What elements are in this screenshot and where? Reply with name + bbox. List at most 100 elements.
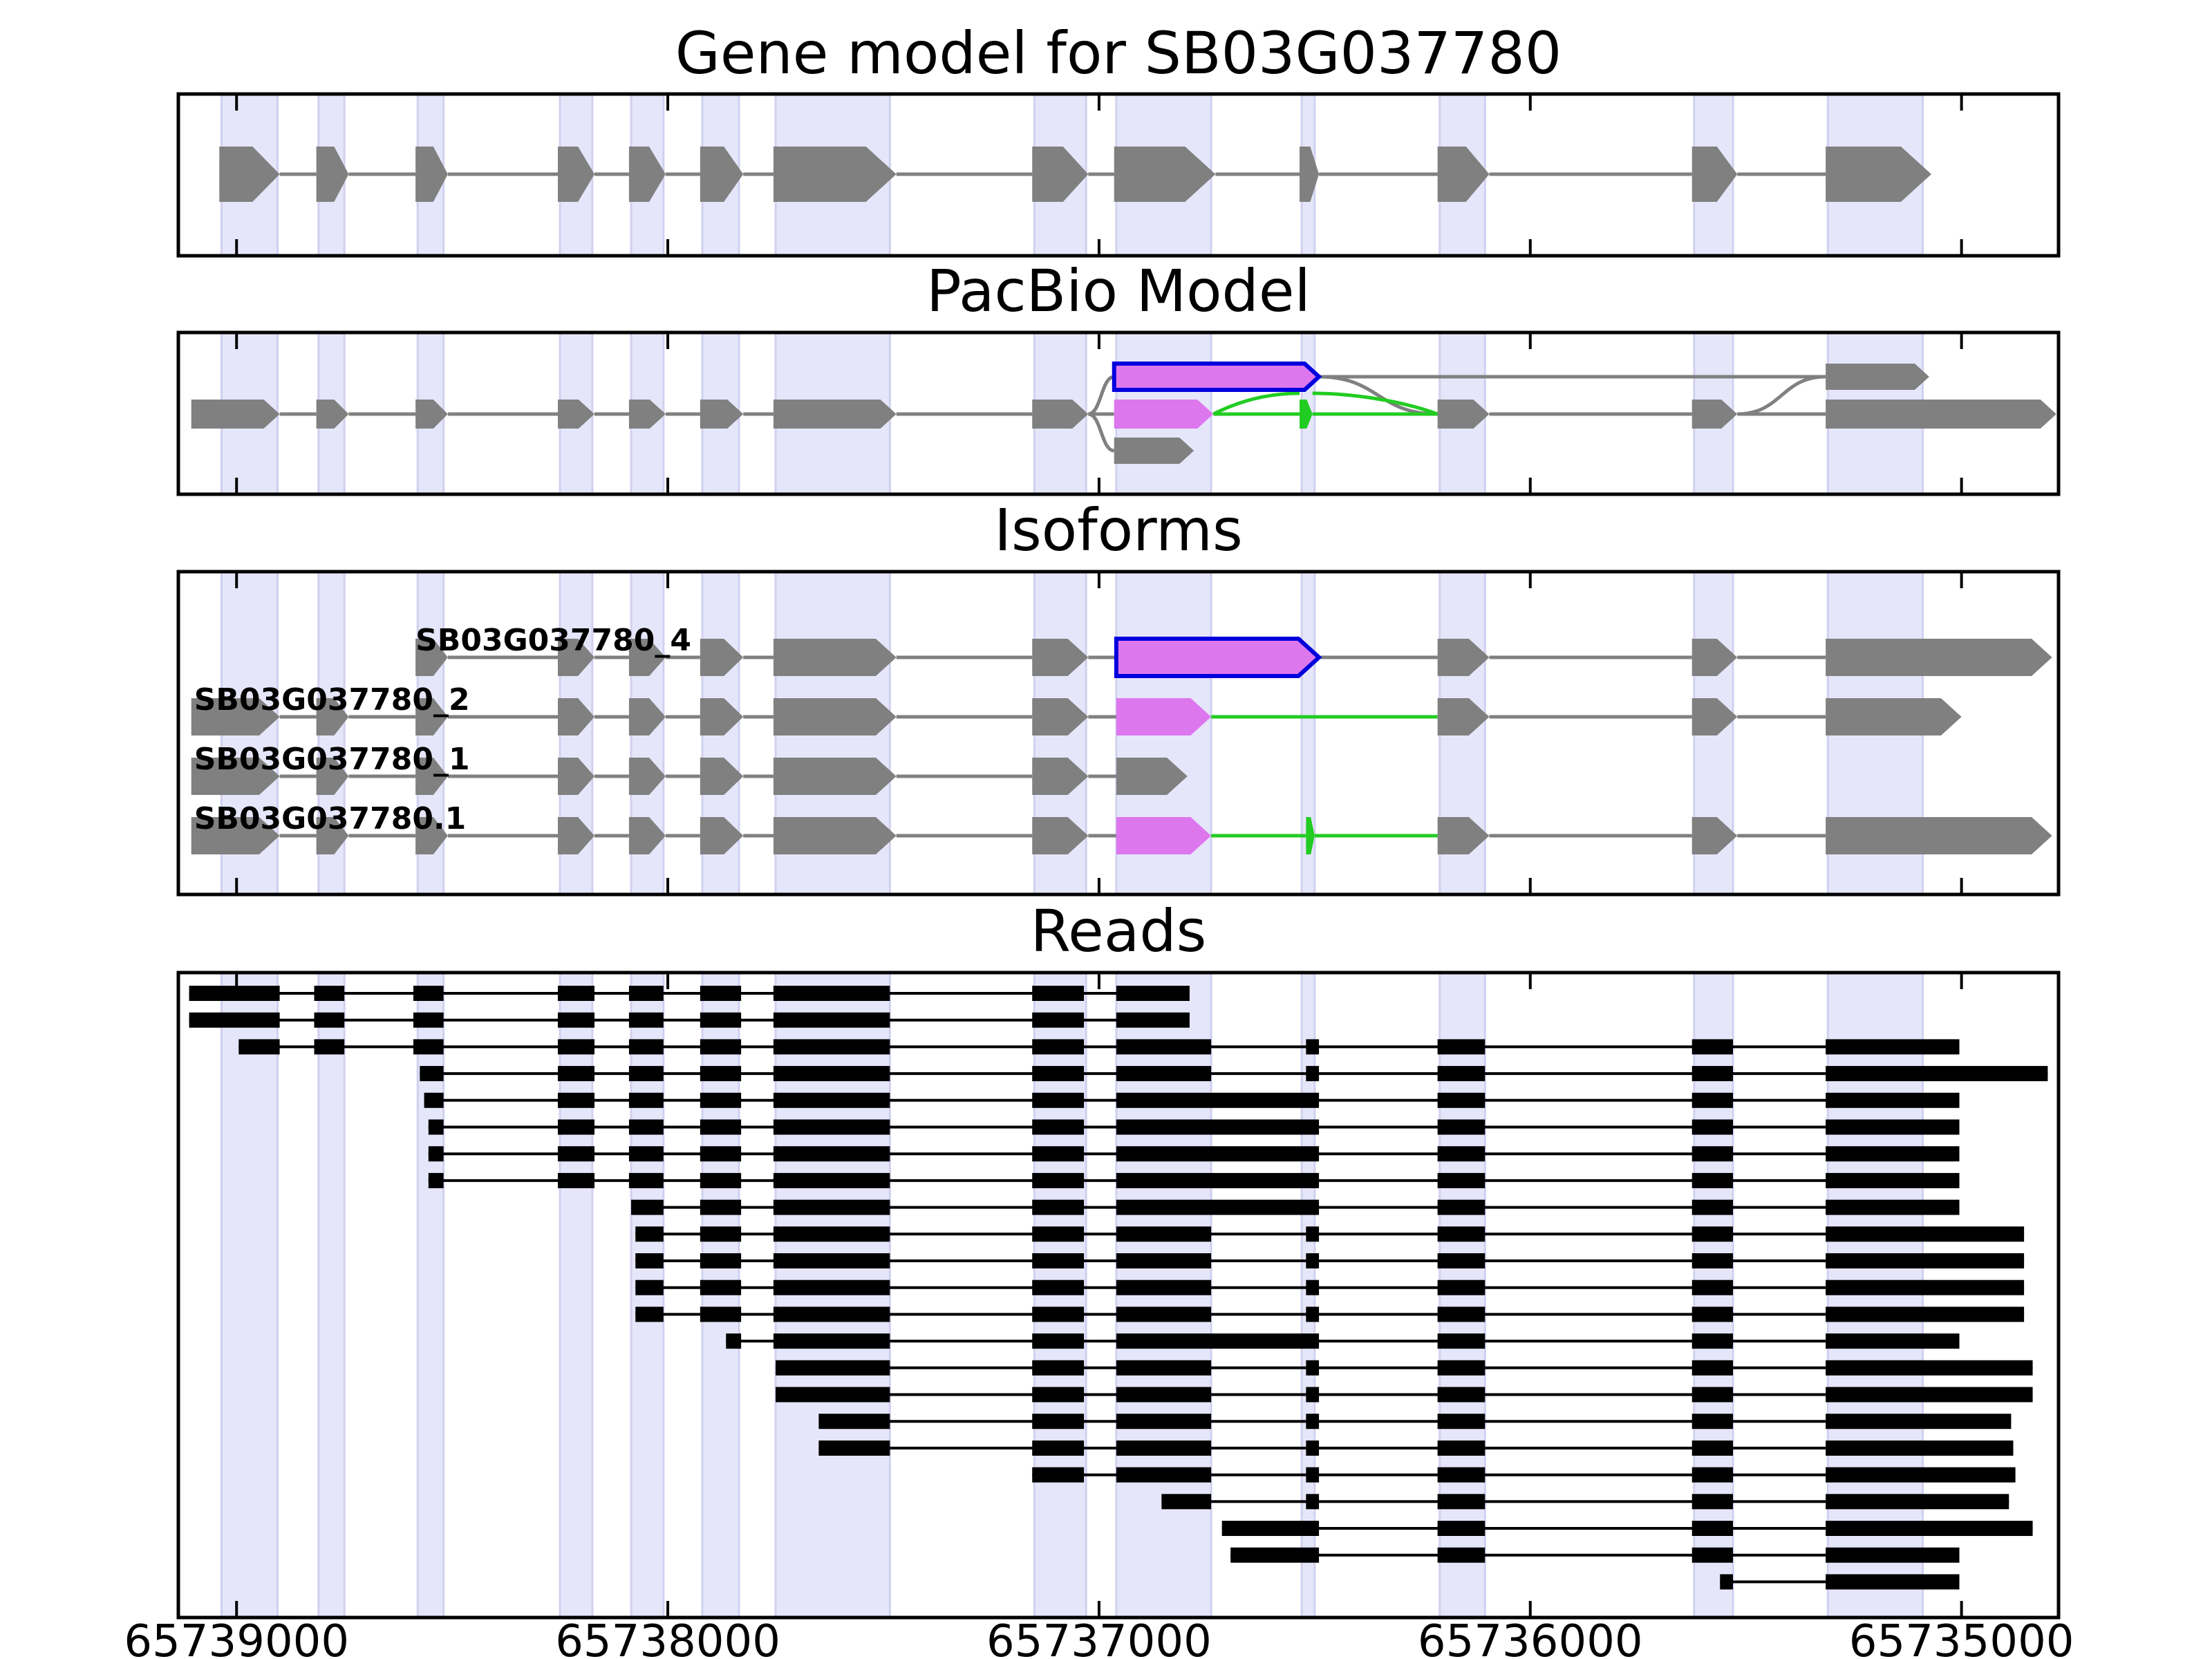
exon: [415, 758, 448, 795]
exon: [773, 698, 897, 735]
read-block: [1826, 1547, 1960, 1563]
read: [1161, 1494, 2009, 1510]
read-block: [700, 1146, 742, 1162]
read-block: [1826, 1066, 2048, 1082]
exon: [1116, 698, 1212, 735]
exon: [628, 147, 666, 202]
x-tick-label: 65739000: [124, 1616, 349, 1659]
exon: [700, 817, 744, 854]
read-block: [1306, 1440, 1320, 1456]
exon: [557, 758, 595, 795]
read-block: [628, 1172, 664, 1188]
exon: [773, 639, 897, 676]
read-block: [238, 1039, 280, 1055]
novel-junction-curve: [1212, 391, 1300, 416]
read-block: [1032, 1467, 1085, 1483]
read: [189, 986, 1190, 1001]
read-block: [1116, 1306, 1212, 1322]
read-block: [1032, 1039, 1085, 1055]
splice-curve: [1087, 375, 1115, 416]
read-block: [1691, 1119, 1733, 1135]
read-block: [1032, 1092, 1085, 1108]
isoform-label: SB03G037780_1: [194, 742, 470, 777]
read: [776, 1360, 2033, 1376]
read: [1720, 1574, 1960, 1590]
exon: [700, 400, 744, 429]
panel-0: [176, 92, 2061, 258]
exon: [1116, 817, 1212, 854]
read-block: [635, 1226, 664, 1242]
read-block: [773, 1012, 890, 1028]
read-block: [1691, 1333, 1733, 1349]
read-block: [700, 1092, 742, 1108]
read-block: [428, 1119, 444, 1135]
panel-frame: [176, 330, 2061, 496]
exon: [415, 639, 448, 676]
x-tick-label: 65738000: [555, 1616, 780, 1659]
splice-curve: [1087, 412, 1115, 453]
panel-3: [176, 971, 2061, 1620]
read-block: [1116, 1119, 1320, 1135]
read-block: [628, 1039, 664, 1055]
x-axis-ticks: 65739000 65738000 65737000 65736000 65735000: [124, 1616, 2074, 1659]
read-block: [1032, 1414, 1085, 1430]
exon: [415, 817, 448, 854]
read-block: [628, 1092, 664, 1108]
read-block: [1826, 1253, 2025, 1268]
read-block: [1116, 1467, 1212, 1483]
read-block: [700, 1066, 742, 1082]
read-block: [1032, 1306, 1085, 1322]
exon: [1032, 758, 1089, 795]
exon: [1437, 698, 1490, 735]
read-block: [1032, 1226, 1085, 1242]
read-block: [557, 1119, 595, 1135]
read: [635, 1253, 2025, 1268]
exon: [700, 758, 744, 795]
read-block: [1032, 1333, 1085, 1349]
exon: [1691, 698, 1738, 735]
read: [631, 1199, 1960, 1215]
read-block: [1826, 1360, 2033, 1376]
read-block: [1437, 1521, 1485, 1536]
isoform-label: SB03G037780.1: [194, 801, 467, 836]
read-block: [314, 986, 345, 1001]
exon: [1826, 400, 2056, 429]
read-block: [1116, 1253, 1212, 1268]
read-block: [1221, 1521, 1320, 1536]
exon: [415, 698, 448, 735]
read: [189, 1012, 1190, 1028]
read-block: [1826, 1494, 2009, 1510]
exon: [1300, 400, 1313, 429]
exon: [316, 400, 349, 429]
read-block: [773, 1306, 890, 1322]
exon: [1114, 637, 1322, 678]
exon-highlight-band: [317, 971, 346, 1619]
exon: [557, 639, 595, 676]
read-block: [1161, 1494, 1212, 1510]
read-block: [773, 1172, 890, 1188]
read-block: [773, 1039, 890, 1055]
read-block: [773, 1146, 890, 1162]
read-block: [1116, 1414, 1212, 1430]
read-block: [1826, 1146, 1960, 1162]
read-block: [1306, 1066, 1320, 1082]
read-block: [1116, 1360, 1212, 1376]
exon: [1691, 400, 1738, 429]
read: [1221, 1521, 2033, 1536]
read-block: [1116, 1440, 1212, 1456]
exon: [557, 400, 595, 429]
exon: [557, 817, 595, 854]
read-block: [1826, 1119, 1960, 1135]
panel-title-gene-model: Gene model for SB03G037780: [675, 19, 1562, 87]
read-block: [1032, 1172, 1085, 1188]
exon: [773, 817, 897, 854]
read: [635, 1306, 2025, 1322]
exon: [191, 400, 280, 429]
read-block: [1116, 1333, 1320, 1349]
read-block: [1691, 1172, 1733, 1188]
panel-title-reads: Reads: [1031, 897, 1207, 965]
read-block: [1032, 1280, 1085, 1295]
read-block: [1826, 1440, 2014, 1456]
exon: [1032, 400, 1089, 429]
